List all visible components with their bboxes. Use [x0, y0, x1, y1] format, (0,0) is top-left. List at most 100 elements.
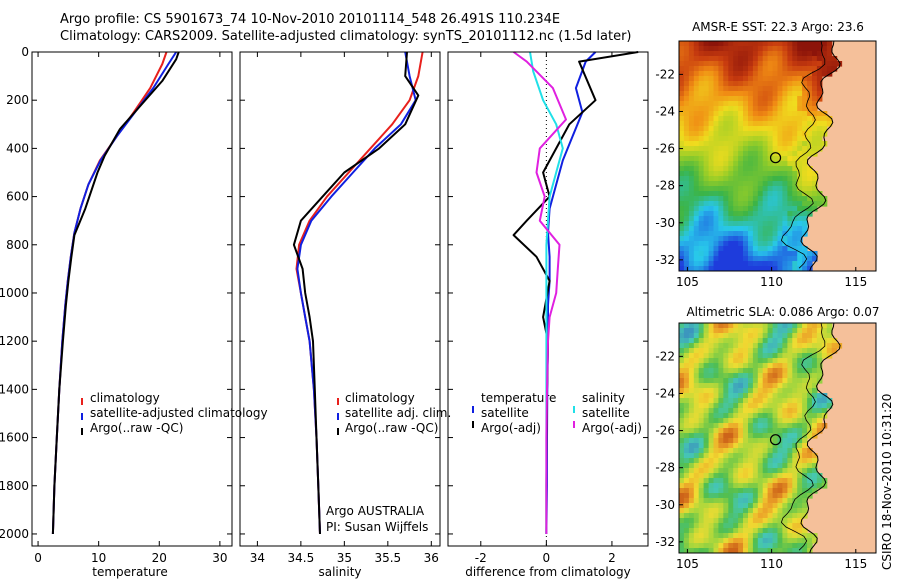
field-cell: [728, 468, 734, 474]
field-cell: [688, 176, 695, 182]
field-cell: [733, 241, 739, 247]
field-cell: [752, 41, 759, 47]
field-cell: [703, 373, 710, 379]
field-cell: [718, 121, 724, 127]
field-cell: [683, 443, 690, 449]
field-cell: [693, 523, 700, 529]
field-cell: [683, 413, 690, 419]
field-cell: [807, 398, 813, 404]
field-cell: [782, 443, 788, 449]
legend-label-climatology: climatology: [345, 391, 415, 405]
field-cell: [782, 171, 788, 177]
field-cell: [767, 236, 774, 242]
field-cell: [698, 201, 705, 207]
field-cell: [718, 106, 724, 112]
field-cell: [738, 533, 744, 539]
field-cell: [807, 408, 813, 414]
field-cell: [698, 166, 705, 172]
field-cell: [787, 543, 793, 549]
field-cell: [718, 453, 724, 459]
field-cell: [777, 483, 784, 489]
field-cell: [757, 523, 764, 529]
field-cell: [807, 533, 813, 539]
field-cell: [792, 86, 798, 92]
field-cell: [708, 256, 715, 262]
field-cell: [787, 368, 793, 374]
field-cell: [688, 71, 695, 77]
field-cell: [713, 206, 720, 212]
field-cell: [807, 181, 813, 187]
field-cell: [787, 206, 793, 212]
field-cell: [743, 403, 749, 409]
field-cell: [723, 533, 729, 539]
field-cell: [807, 328, 813, 334]
field-cell: [679, 126, 685, 132]
field-cell: [698, 368, 705, 374]
field-cell: [708, 91, 715, 97]
field-cell: [679, 61, 685, 67]
field-cell: [713, 121, 720, 127]
field-cell: [777, 246, 784, 252]
field-cell: [718, 251, 724, 257]
field-cell: [792, 343, 798, 349]
field-cell: [752, 256, 759, 262]
sst-map-panel: AMSR-E SST: 22.3 Argo: 23.6 105 110 115-22…: [655, 20, 877, 289]
field-cell: [698, 453, 705, 459]
field-cell: [693, 538, 700, 544]
field-cell: [708, 86, 715, 92]
field-cell: [757, 121, 764, 127]
field-cell: [743, 338, 749, 344]
field-cell: [708, 71, 715, 77]
field-cell: [693, 221, 700, 227]
field-cell: [743, 136, 749, 142]
field-cell: [772, 443, 779, 449]
field-cell: [782, 266, 788, 271]
field-cell: [757, 518, 764, 524]
field-cell: [723, 463, 729, 469]
field-cell: [679, 403, 685, 409]
field-cell: [802, 216, 808, 222]
field-cell: [787, 181, 793, 187]
field-cell: [718, 56, 724, 62]
field-cell: [693, 161, 700, 167]
field-cell: [792, 146, 798, 152]
field-cell: [703, 51, 710, 57]
field-cell: [728, 236, 734, 242]
field-cell: [767, 483, 774, 489]
field-cell: [703, 111, 710, 117]
field-cell: [816, 473, 823, 479]
field-cell: [787, 438, 793, 444]
field-cell: [743, 533, 749, 539]
field-cell: [728, 458, 734, 464]
field-cell: [802, 141, 808, 147]
field-cell: [748, 463, 754, 469]
field-cell: [831, 56, 838, 62]
field-cell: [802, 246, 808, 252]
field-cell: [738, 66, 744, 72]
field-cell: [728, 463, 734, 469]
field-cell: [782, 66, 788, 72]
field-cell: [743, 76, 749, 82]
field-cell: [792, 261, 798, 267]
field-cell: [683, 226, 690, 232]
field-cell: [782, 358, 788, 364]
field-cell: [713, 548, 720, 553]
field-cell: [693, 126, 700, 132]
field-cell: [713, 86, 720, 92]
field-cell: [738, 458, 744, 464]
field-cell: [708, 363, 715, 369]
field-cell: [787, 453, 793, 459]
field-cell: [792, 448, 798, 454]
field-cell: [688, 226, 695, 232]
field-cell: [713, 458, 720, 464]
field-cell: [743, 343, 749, 349]
field-cell: [787, 528, 793, 534]
shelf-contour: [780, 323, 826, 551]
credit-timestamp: CSIRO 18-Nov-2010 10:31:20: [880, 393, 894, 570]
field-cell: [787, 41, 793, 47]
field-cell: [797, 131, 803, 137]
field-cell: [748, 76, 754, 82]
field-cell: [792, 61, 798, 67]
field-cell: [713, 478, 720, 484]
field-cell: [728, 141, 734, 147]
